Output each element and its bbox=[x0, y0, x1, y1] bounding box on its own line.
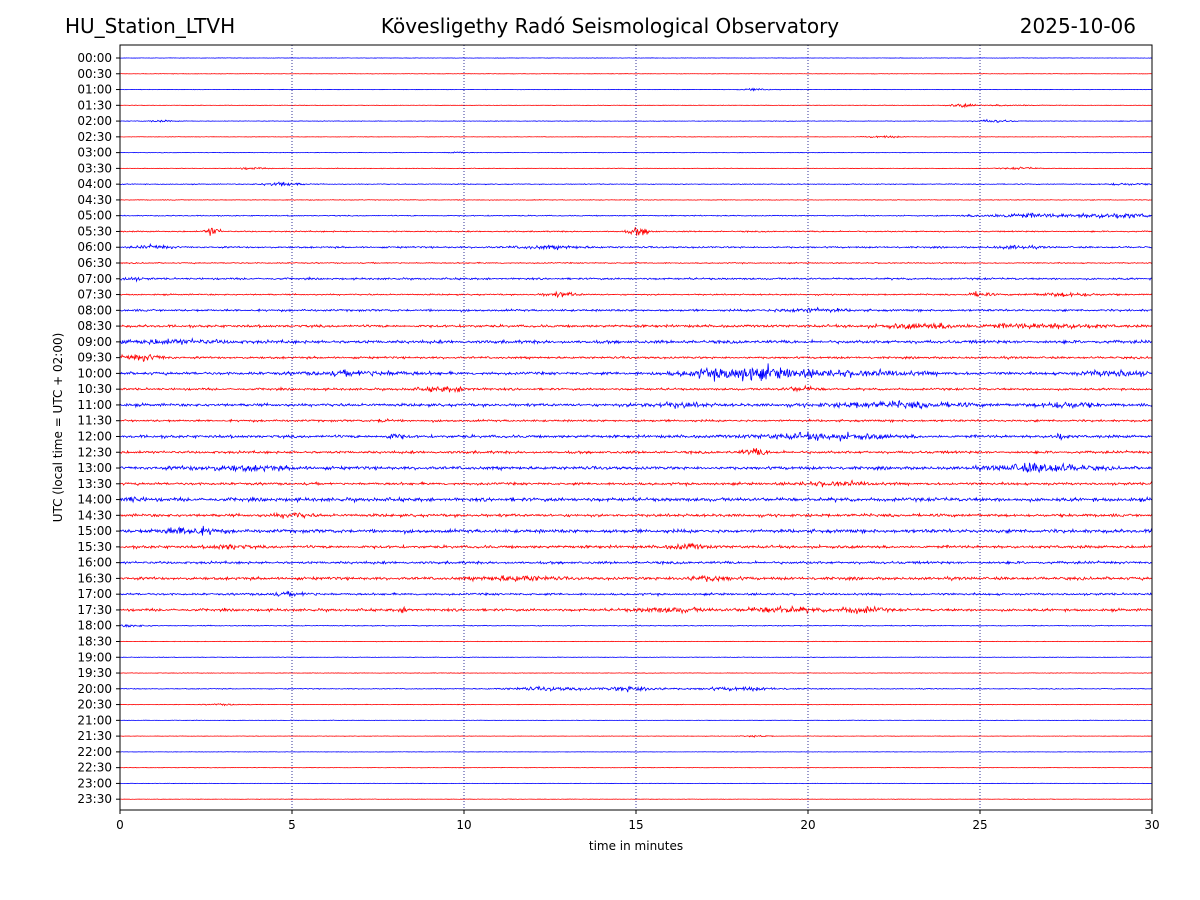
x-axis-label: time in minutes bbox=[589, 839, 683, 853]
grid-layer bbox=[291, 45, 981, 810]
trace-0030 bbox=[119, 73, 1153, 75]
row-label-2130: 21:30 bbox=[77, 729, 112, 743]
trace-1830 bbox=[119, 640, 1153, 643]
row-label-0530: 05:30 bbox=[77, 224, 112, 238]
x-axis: 0 5 10 15 20 25 30 bbox=[116, 810, 1160, 832]
trace-1500 bbox=[119, 525, 1153, 536]
trace-0230 bbox=[119, 135, 1153, 139]
trace-1800 bbox=[119, 623, 1153, 628]
trace-1700 bbox=[119, 590, 1153, 598]
row-label-1300: 13:00 bbox=[77, 461, 112, 475]
row-label-0930: 09:30 bbox=[77, 351, 112, 365]
row-label-1600: 16:00 bbox=[77, 556, 112, 570]
row-label-1400: 14:00 bbox=[77, 493, 112, 507]
x-tick-label-30: 30 bbox=[1144, 818, 1159, 832]
row-label-0500: 05:00 bbox=[77, 209, 112, 223]
trace-1230 bbox=[119, 448, 1153, 456]
row-label-1500: 15:00 bbox=[77, 524, 112, 538]
trace-2200 bbox=[119, 751, 1153, 753]
row-label-1130: 11:30 bbox=[77, 414, 112, 428]
row-label-0200: 02:00 bbox=[77, 114, 112, 128]
trace-2230 bbox=[119, 766, 1153, 769]
trace-0630 bbox=[119, 261, 1153, 265]
row-label-0000: 00:00 bbox=[77, 51, 112, 65]
row-label-1700: 17:00 bbox=[77, 587, 112, 601]
row-label-2330: 23:30 bbox=[77, 792, 112, 806]
row-label-0300: 03:00 bbox=[77, 146, 112, 160]
row-label-2200: 22:00 bbox=[77, 745, 112, 759]
x-tick-label-10: 10 bbox=[456, 818, 471, 832]
trace-0700 bbox=[119, 276, 1153, 283]
row-label-1830: 18:30 bbox=[77, 634, 112, 648]
row-label-0230: 02:30 bbox=[77, 130, 112, 144]
row-label-1000: 10:00 bbox=[77, 366, 112, 380]
row-label-1900: 19:00 bbox=[77, 650, 112, 664]
trace-0800 bbox=[119, 306, 1153, 314]
row-label-1730: 17:30 bbox=[77, 603, 112, 617]
row-label-0730: 07:30 bbox=[77, 288, 112, 302]
trace-0430 bbox=[119, 198, 1153, 201]
row-label-0700: 07:00 bbox=[77, 272, 112, 286]
row-label-1800: 18:00 bbox=[77, 619, 112, 633]
row-label-1100: 11:00 bbox=[77, 398, 112, 412]
x-tick-label-5: 5 bbox=[288, 818, 296, 832]
row-label-2100: 21:00 bbox=[77, 713, 112, 727]
trace-0830 bbox=[119, 322, 1153, 330]
row-label-1930: 19:30 bbox=[77, 666, 112, 680]
row-label-0600: 06:00 bbox=[77, 240, 112, 254]
trace-1400 bbox=[119, 495, 1153, 504]
row-label-0130: 01:30 bbox=[77, 98, 112, 112]
row-label-0100: 01:00 bbox=[77, 83, 112, 97]
row-label-2300: 23:00 bbox=[77, 776, 112, 790]
row-label-0630: 06:30 bbox=[77, 256, 112, 270]
trace-1630 bbox=[119, 574, 1153, 583]
x-tick-label-15: 15 bbox=[628, 818, 643, 832]
trace-2030 bbox=[119, 703, 1153, 707]
row-label-1330: 13:30 bbox=[77, 477, 112, 491]
trace-1030 bbox=[119, 384, 1153, 394]
trace-0100 bbox=[119, 87, 1153, 92]
row-label-0030: 00:30 bbox=[77, 67, 112, 81]
observatory-title: Kövesligethy Radó Seismological Observat… bbox=[380, 14, 840, 38]
trace-1430 bbox=[119, 511, 1153, 520]
row-label-0800: 08:00 bbox=[77, 303, 112, 317]
row-label-2000: 20:00 bbox=[77, 682, 112, 696]
trace-1300 bbox=[119, 462, 1153, 474]
x-tick-label-25: 25 bbox=[972, 818, 987, 832]
trace-2330 bbox=[119, 798, 1153, 800]
trace-1100 bbox=[119, 399, 1153, 410]
row-label-2030: 20:30 bbox=[77, 698, 112, 712]
trace-0900 bbox=[119, 337, 1153, 346]
trace-1600 bbox=[119, 559, 1153, 566]
trace-2000 bbox=[119, 685, 1153, 693]
row-label-0430: 04:30 bbox=[77, 193, 112, 207]
x-tick-label-20: 20 bbox=[800, 818, 815, 832]
date-title: 2025-10-06 bbox=[1019, 14, 1136, 38]
row-label-1200: 12:00 bbox=[77, 429, 112, 443]
row-label-2230: 22:30 bbox=[77, 761, 112, 775]
row-label-1530: 15:30 bbox=[77, 540, 112, 554]
row-label-0900: 09:00 bbox=[77, 335, 112, 349]
row-label-0830: 08:30 bbox=[77, 319, 112, 333]
row-label-1630: 16:30 bbox=[77, 571, 112, 585]
y-axis-label: UTC (local time = UTC + 02:00) bbox=[51, 333, 65, 523]
row-label-1030: 10:30 bbox=[77, 382, 112, 396]
trace-0300 bbox=[119, 151, 1153, 154]
x-tick-label-0: 0 bbox=[116, 818, 124, 832]
row-label-0400: 04:00 bbox=[77, 177, 112, 191]
row-label-1430: 14:30 bbox=[77, 508, 112, 522]
trace-0400 bbox=[119, 181, 1153, 187]
station-title: HU_Station_LTVH bbox=[65, 14, 236, 38]
row-label-0330: 03:30 bbox=[77, 161, 112, 175]
row-label-1230: 12:30 bbox=[77, 445, 112, 459]
